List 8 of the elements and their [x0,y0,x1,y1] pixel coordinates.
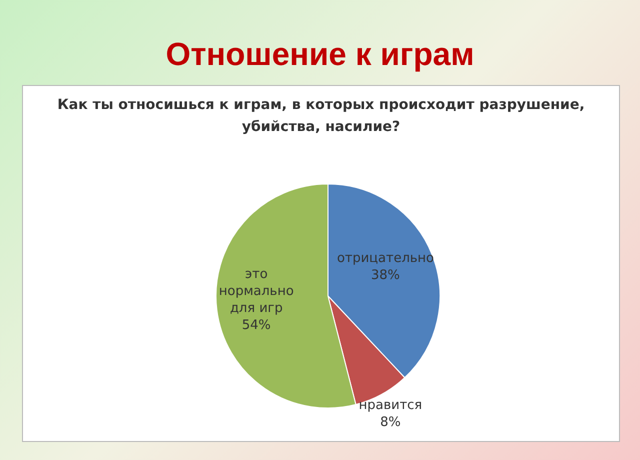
slice-label: нравится [358,398,422,413]
data-label: 8% [380,414,401,430]
slice-label: это нормально для игр [218,266,294,316]
chart-subtitle: Как ты относишься к играм, в которых происходит разрушение, убийства, насилие? [56,96,586,137]
data-label: 38% [371,267,400,282]
slice-label: отрицательно [336,250,434,266]
data-label: 54% [242,317,271,332]
chart-title: Отношение к играм [164,36,476,73]
